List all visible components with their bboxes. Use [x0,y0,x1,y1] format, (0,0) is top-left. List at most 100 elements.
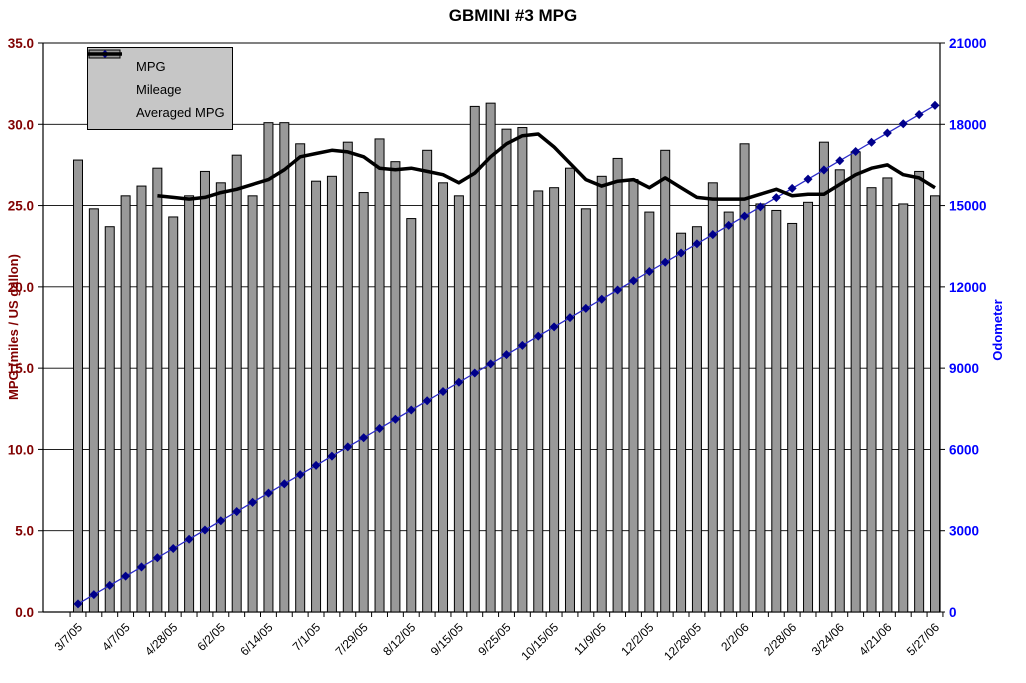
left-axis-tick-label: 15.0 [8,361,34,376]
averaged-mpg-line [157,132,936,201]
mpg-bar [485,102,496,613]
left-axis-tick-label: 30.0 [8,117,34,132]
right-axis-tick-label: 0 [949,605,957,620]
mileage-diamond-marker [740,211,750,221]
mpg-bar [247,195,258,613]
mileage-diamond-marker [152,553,162,563]
x-axis-date-label: 2/28/06 [761,620,799,658]
mileage-diamond-marker [89,590,99,600]
legend-item: Mileage [88,50,226,101]
mileage-diamond-marker [184,534,194,544]
legend-label: MPG [136,59,166,74]
mileage-diamond-marker [263,488,273,498]
mpg-bar [755,203,766,613]
mileage-diamond-marker [168,543,178,553]
x-axis-date-label: 3/24/06 [809,620,847,658]
mpg-bar [644,211,655,613]
mpg-bar [422,149,433,613]
mpg-bar [564,167,575,613]
x-axis-date-label: 4/28/05 [142,620,180,658]
right-axis-tick-label: 18000 [949,117,987,132]
x-axis-date-label: 3/7/05 [52,620,86,654]
mpg-bar [406,218,417,613]
mpg-bar [215,182,226,613]
x-axis-date-label: 9/25/05 [475,620,513,658]
mpg-bar [390,161,401,613]
mileage-diamond-marker [454,377,464,387]
mileage-diamond-marker [390,414,400,424]
right-axis-tick-label: 21000 [949,36,987,51]
x-axis-date-label: 4/21/06 [856,620,894,658]
mpg-bar [707,182,718,613]
mileage-diamond-marker [803,174,813,184]
mpg-bar [850,151,861,613]
x-axis-date-label: 10/15/05 [518,620,561,663]
mileage-diamond-marker [533,331,543,341]
legend-item: Averaged MPG [88,52,226,124]
mileage-diamond-marker [486,359,496,369]
mpg-bar [517,127,528,613]
mileage-diamond-marker [216,516,226,526]
x-axis-date-label: 9/15/05 [428,620,466,658]
x-axis-date-label: 5/27/06 [904,620,942,658]
mileage-diamond-marker [628,276,638,286]
mpg-bar [438,182,449,613]
right-axis-title: Odometer [990,299,1005,361]
legend-label: Averaged MPG [136,105,225,120]
mpg-bar [263,122,274,613]
mpg-bar [152,167,163,613]
left-axis-labels: 0.0 5.0 10.0 15.0 20.0 25.0 30.0 35.0 [8,36,34,620]
mileage-diamond-marker [279,479,289,489]
mileage-diamond-marker [311,460,321,470]
y-axis-ticks [38,42,945,613]
mileage-diamond-marker [882,128,892,138]
left-axis-tick-label: 5.0 [15,524,34,539]
mileage-diamond-marker [835,156,845,166]
mpg-bar [73,159,83,613]
mpg-bar [866,187,877,613]
mpg-bar [168,216,179,613]
mileage-diamond-marker [470,368,480,378]
mpg-bar [374,138,385,613]
mileage-diamond-marker [200,525,210,535]
mpg-bar [628,179,639,613]
mpg-bar [882,177,893,613]
mpg-bar [501,128,512,613]
mpg-bar [723,211,734,613]
mileage-diamond-marker [295,470,305,480]
mileage-diamond-marker [375,423,385,433]
x-axis-date-label: 8/12/05 [380,620,418,658]
right-axis-labels: 0 3000 6000 9000 12000 15000 18000 21000 [949,36,987,620]
x-axis-date-label: 7/1/05 [290,620,324,654]
mpg-bar [691,226,702,613]
mileage-diamond-marker [914,110,924,120]
mileage-diamond-marker [898,119,908,129]
mileage-diamond-marker [755,202,765,212]
mileage-diamond-marker [232,507,242,517]
mpg-bar [120,195,131,613]
mileage-diamond-marker [359,433,369,443]
mileage-diamond-marker [724,220,734,230]
mileage-diamond-marker [121,571,131,581]
mileage-diamond-marker [597,294,607,304]
mpg-bar [834,169,845,613]
mileage-diamond-marker [644,266,654,277]
left-axis-tick-label: 20.0 [8,280,34,295]
mpg-bar [739,143,750,613]
mpg-bar [184,195,195,613]
x-axis-date-label: 11/9/05 [571,620,609,658]
legend-label: Mileage [136,82,182,97]
mpg-bar [199,170,210,613]
mpg-bar [818,141,829,613]
mileage-diamond-marker [565,313,575,323]
mileage-diamond-marker [343,442,353,452]
x-axis-date-label: 12/2/05 [618,620,656,658]
mileage-diamond-marker [406,405,416,415]
left-axis-tick-label: 0.0 [15,605,34,620]
right-axis-tick-label: 12000 [949,280,987,295]
x-axis-date-label: 6/2/05 [194,620,228,654]
mpg-bar [898,203,909,613]
mpg-bar [596,175,607,613]
x-axis-date-label: 2/2/06 [718,620,752,654]
